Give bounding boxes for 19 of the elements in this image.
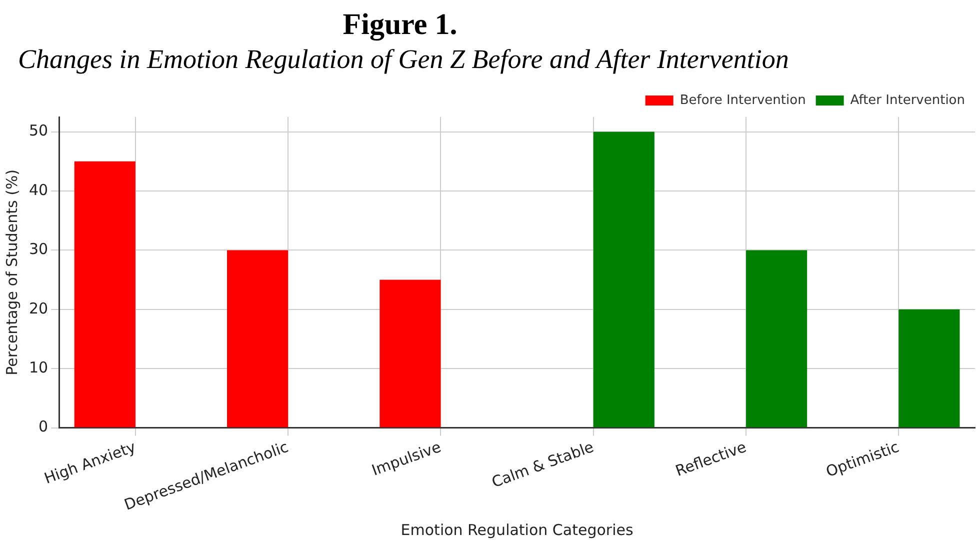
legend-label: Before Intervention — [680, 92, 806, 108]
chart-title: Figure 1. — [342, 8, 458, 43]
y-tick-label: 40 — [28, 180, 48, 199]
bar — [227, 250, 288, 428]
x-tick-label: Calm & Stable — [489, 438, 596, 492]
bar — [380, 280, 441, 428]
y-tick-label: 50 — [28, 122, 48, 140]
bar — [746, 250, 808, 428]
y-axis-title: Percentage of Students (%) — [2, 169, 21, 376]
bar — [74, 161, 136, 428]
y-tick-label: 0 — [38, 418, 48, 436]
x-axis-title: Emotion Regulation Categories — [400, 520, 634, 539]
y-tick-label: 20 — [28, 299, 48, 318]
bar — [593, 132, 654, 428]
chart-subtitle: Changes in Emotion Regulation of Gen Z Before and After Intervention — [17, 44, 790, 76]
y-tick-label: 10 — [28, 358, 48, 376]
legend-label: After Intervention — [850, 92, 966, 108]
y-tick-label: 30 — [28, 240, 48, 258]
bar — [898, 309, 960, 428]
